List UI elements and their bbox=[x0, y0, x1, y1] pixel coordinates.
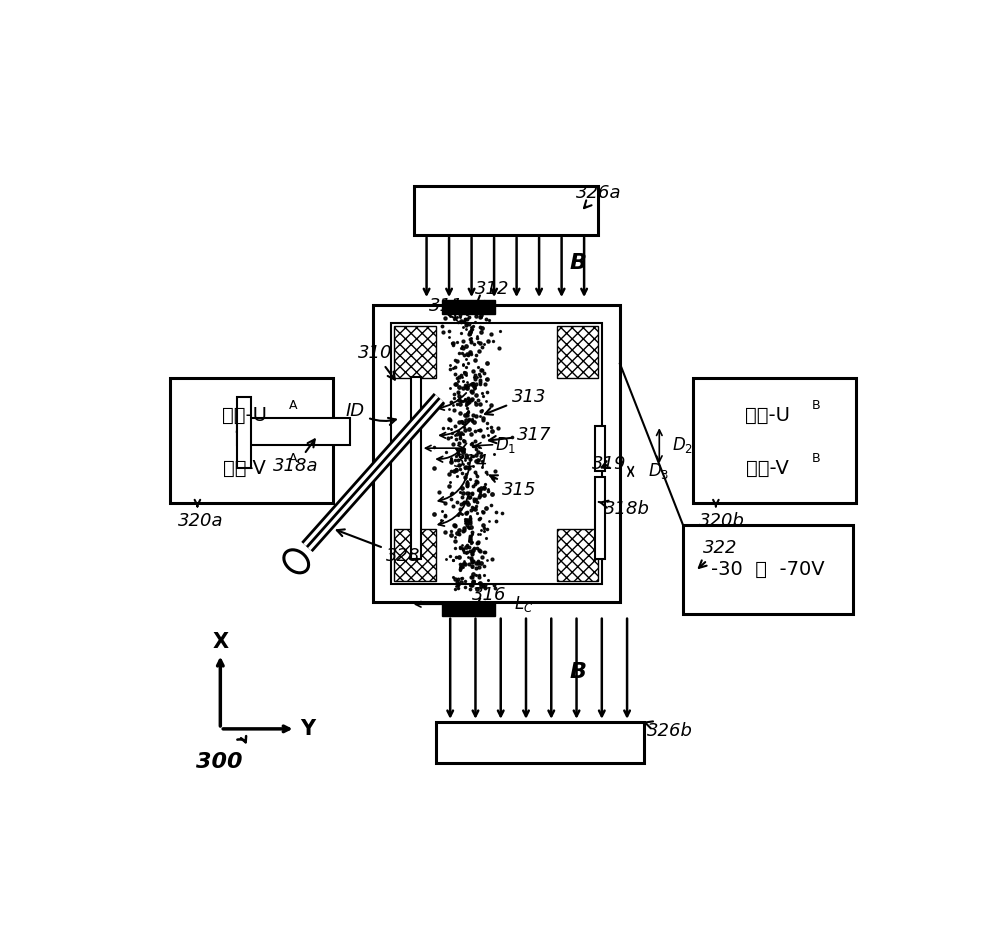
Bar bbox=[436, 722, 644, 764]
Text: 320b: 320b bbox=[699, 512, 745, 530]
Bar bbox=[394, 326, 436, 378]
Text: 存储-U: 存储-U bbox=[222, 406, 267, 425]
Text: Y: Y bbox=[300, 719, 315, 738]
Text: 300: 300 bbox=[196, 751, 242, 772]
Text: 314: 314 bbox=[454, 449, 488, 472]
Text: X: X bbox=[212, 631, 228, 652]
Text: 脉冲-V: 脉冲-V bbox=[746, 458, 789, 478]
Bar bbox=[595, 477, 605, 559]
Ellipse shape bbox=[284, 550, 309, 573]
Text: B: B bbox=[812, 399, 820, 412]
Text: B: B bbox=[570, 661, 587, 682]
Bar bbox=[373, 305, 620, 602]
Bar bbox=[442, 602, 495, 616]
Text: 326a: 326a bbox=[576, 183, 621, 208]
Text: 322: 322 bbox=[699, 539, 737, 568]
Bar bbox=[237, 418, 350, 445]
Text: ID: ID bbox=[345, 402, 396, 425]
Text: 脉冲-V: 脉冲-V bbox=[223, 458, 266, 478]
Bar bbox=[693, 378, 856, 503]
Text: B: B bbox=[812, 452, 820, 465]
Bar bbox=[170, 378, 333, 503]
Text: 318b: 318b bbox=[599, 500, 650, 518]
Text: A: A bbox=[289, 452, 298, 465]
Bar bbox=[411, 377, 421, 559]
Bar bbox=[394, 529, 436, 580]
Text: 存储-U: 存储-U bbox=[745, 406, 790, 425]
Bar bbox=[442, 300, 495, 313]
Text: 312: 312 bbox=[475, 280, 510, 303]
Text: $D_2$: $D_2$ bbox=[672, 435, 693, 456]
Text: 310: 310 bbox=[358, 344, 395, 379]
Text: B: B bbox=[570, 253, 587, 273]
Bar bbox=[595, 426, 605, 472]
Text: 315: 315 bbox=[490, 475, 537, 498]
Bar bbox=[414, 186, 598, 234]
Text: A: A bbox=[289, 399, 298, 412]
Text: 320a: 320a bbox=[178, 512, 224, 530]
Bar bbox=[557, 326, 598, 378]
Text: 319: 319 bbox=[592, 455, 626, 473]
Bar bbox=[237, 397, 251, 468]
Text: 316: 316 bbox=[472, 586, 507, 606]
Text: 313: 313 bbox=[485, 388, 546, 415]
Text: $D_3$: $D_3$ bbox=[648, 461, 669, 481]
Bar bbox=[391, 323, 602, 584]
Text: $D_1$: $D_1$ bbox=[495, 434, 516, 455]
Bar bbox=[683, 525, 853, 615]
Text: 311: 311 bbox=[429, 298, 464, 321]
Text: 326b: 326b bbox=[644, 722, 693, 740]
Text: $L_C$: $L_C$ bbox=[514, 594, 533, 615]
Text: 328: 328 bbox=[337, 529, 421, 565]
Text: 317: 317 bbox=[489, 426, 551, 445]
Text: -30  至  -70V: -30 至 -70V bbox=[711, 560, 825, 579]
Text: 318a: 318a bbox=[273, 439, 318, 475]
Bar bbox=[557, 529, 598, 580]
